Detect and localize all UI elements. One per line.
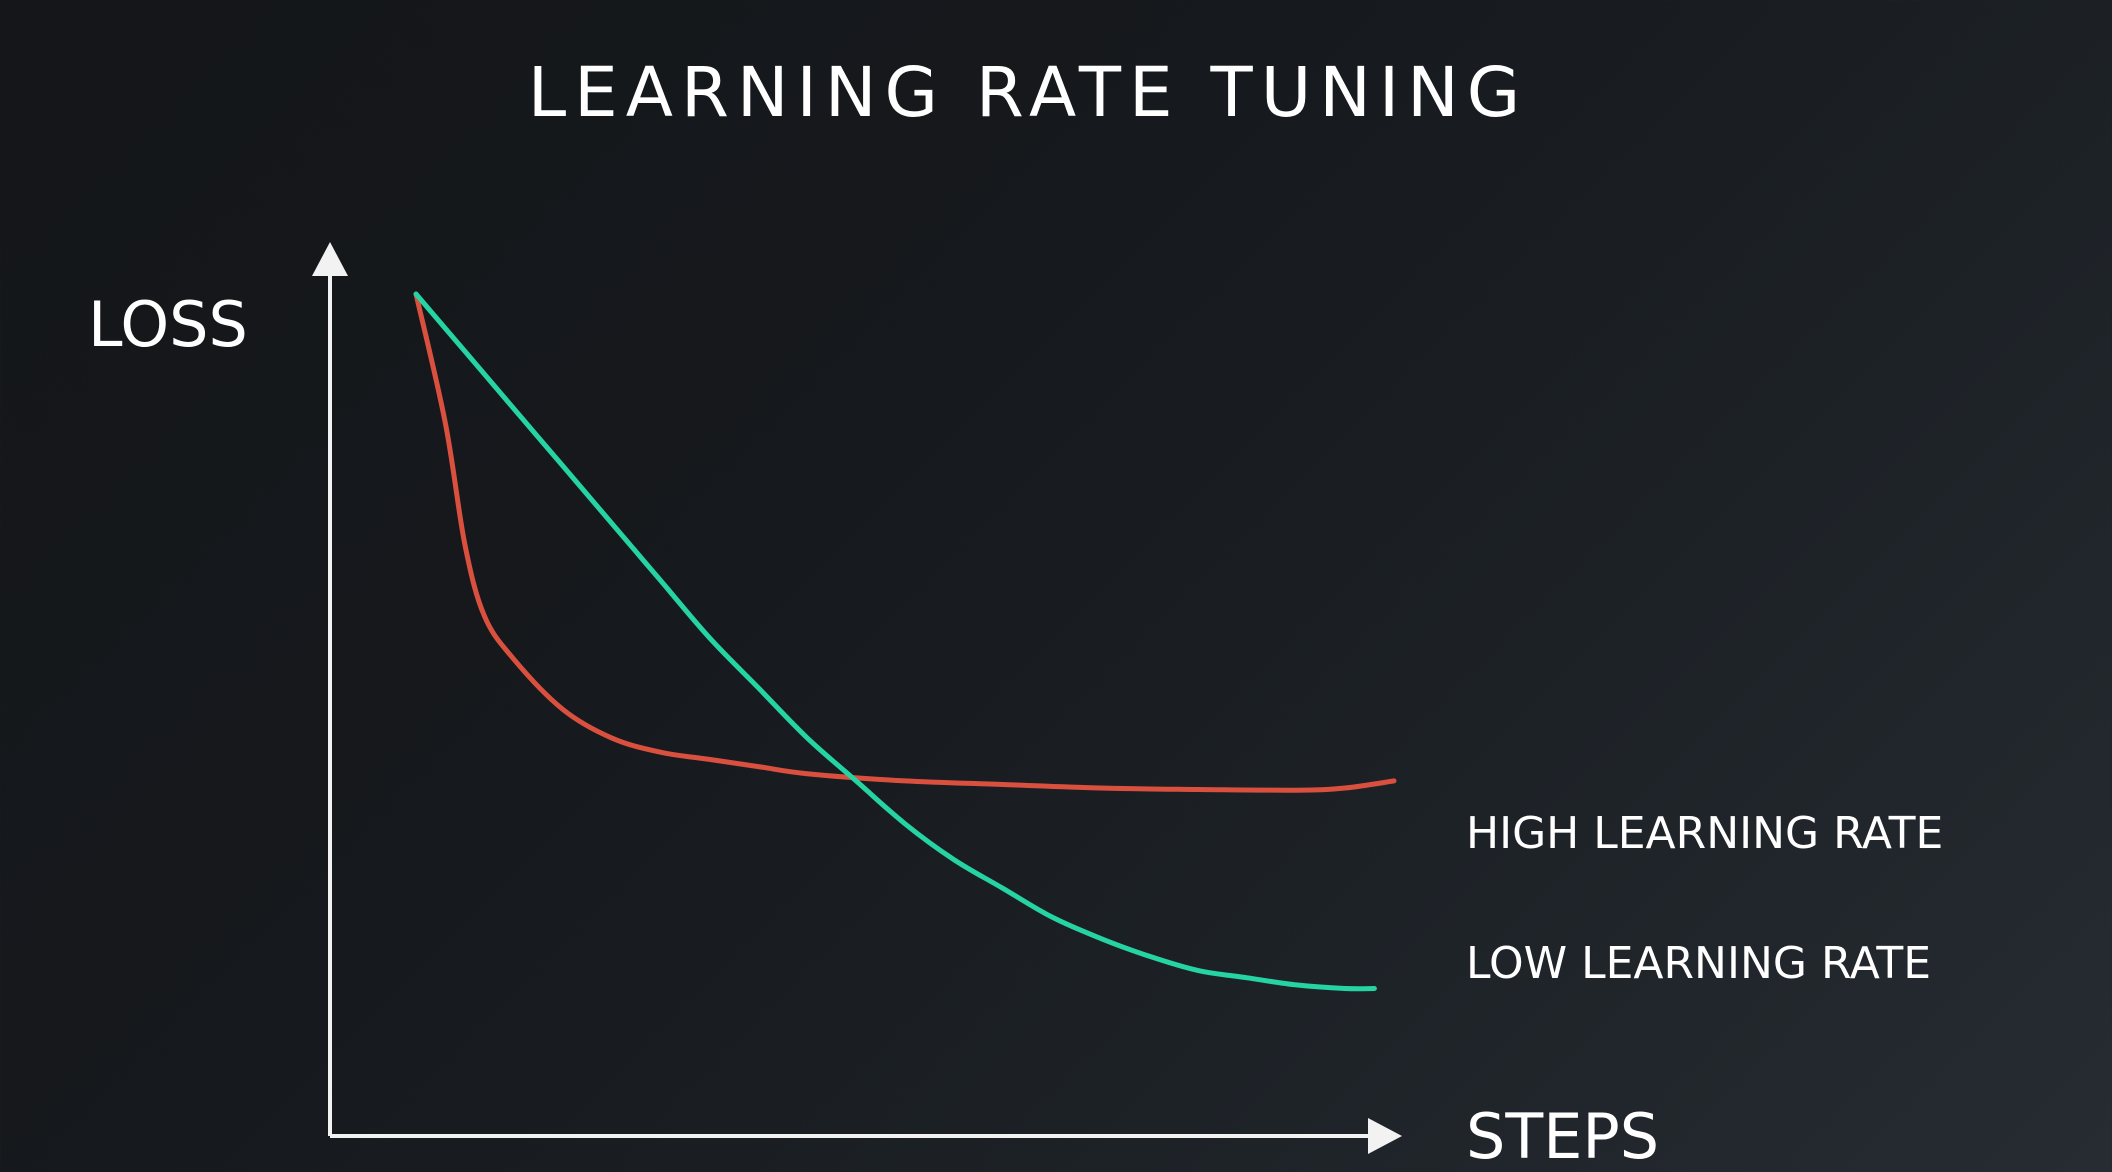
series-line-1 bbox=[413, 291, 1397, 793]
series-label-2: LOW LEARNING RATE bbox=[1466, 938, 1931, 989]
chart-title: LEARNING RATE TUNING bbox=[528, 53, 1529, 133]
axes bbox=[312, 242, 1402, 1154]
x-axis-arrow bbox=[1368, 1118, 1402, 1154]
series-label-layer: HIGH LEARNING RATE LOW LEARNING RATE bbox=[1466, 808, 1943, 989]
y-axis-label: LOSS bbox=[88, 288, 248, 361]
series-line-2 bbox=[413, 291, 1377, 992]
series-layer bbox=[413, 291, 1397, 992]
y-axis-arrow bbox=[312, 242, 348, 276]
x-axis-label: STEPS bbox=[1466, 1100, 1659, 1172]
series-label-1: HIGH LEARNING RATE bbox=[1466, 808, 1943, 859]
